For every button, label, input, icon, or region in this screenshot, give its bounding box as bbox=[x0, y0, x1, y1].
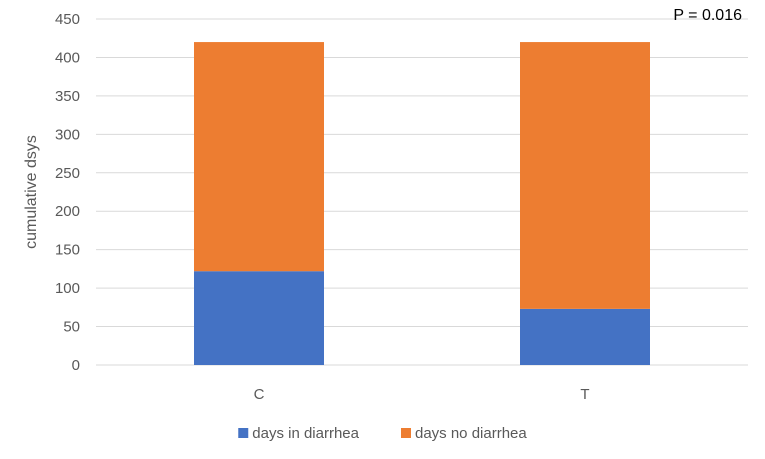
legend-item: days in diarrhea bbox=[238, 425, 360, 442]
y-tick-label: 250 bbox=[55, 165, 80, 182]
bar-t-series-1 bbox=[520, 42, 650, 309]
bar-c-series-1 bbox=[194, 42, 324, 272]
p-value-annotation: P = 0.016 bbox=[673, 7, 742, 24]
legend-swatch bbox=[238, 428, 249, 438]
x-tick-label: C bbox=[254, 386, 265, 403]
y-tick-label: 150 bbox=[55, 242, 80, 259]
y-axis-ticks: 0 50 100 150 200 250 300 350 400 450 bbox=[55, 11, 80, 374]
y-tick-label: 0 bbox=[72, 357, 80, 374]
y-tick-label: 450 bbox=[55, 11, 80, 28]
bar-t-series-0 bbox=[520, 308, 650, 365]
y-tick-label: 100 bbox=[55, 280, 80, 297]
legend: days in diarrhea days no diarrhea bbox=[238, 425, 527, 442]
y-tick-label: 50 bbox=[63, 319, 80, 336]
gridlines bbox=[96, 18, 748, 366]
bar-c-series-0 bbox=[194, 271, 324, 365]
y-tick-label: 300 bbox=[55, 126, 80, 143]
y-tick-label: 350 bbox=[55, 88, 80, 105]
y-tick-label: 200 bbox=[55, 203, 80, 220]
bars bbox=[194, 42, 650, 365]
x-tick-label: T bbox=[580, 386, 589, 403]
y-axis-title: cumulative dsys bbox=[23, 135, 40, 249]
legend-item: days no diarrhea bbox=[400, 425, 527, 442]
legend-swatch bbox=[400, 428, 411, 438]
legend-label: days in diarrhea bbox=[252, 425, 359, 442]
legend-label: days no diarrhea bbox=[415, 425, 527, 442]
y-tick-label: 400 bbox=[55, 49, 80, 66]
